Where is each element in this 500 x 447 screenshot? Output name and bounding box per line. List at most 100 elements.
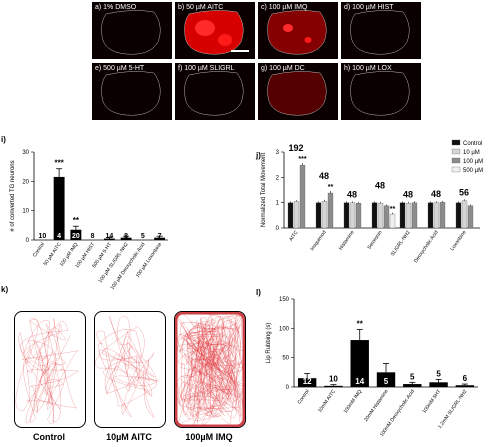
n-label: 20 bbox=[72, 233, 80, 240]
cell-outline bbox=[184, 10, 244, 55]
n-label: 10 bbox=[329, 375, 338, 384]
n-label: 48 bbox=[403, 190, 413, 200]
y-tick-label: 2 bbox=[276, 175, 280, 181]
bar bbox=[403, 384, 422, 387]
legend-label: 100 µM bbox=[463, 159, 483, 165]
cell-outline bbox=[267, 10, 327, 55]
calcium-image-f: f) 100 µM SLIGRL bbox=[175, 63, 255, 120]
bar bbox=[315, 202, 322, 229]
x-tick-label: Deoxycholic Acid bbox=[413, 230, 440, 265]
significance-label: ** bbox=[73, 216, 80, 225]
movement-trace bbox=[175, 312, 245, 427]
y-tick-label: 1 bbox=[276, 201, 280, 207]
y-tick-label: 20 bbox=[22, 179, 29, 185]
image-label: e) 500 µM 5-HT bbox=[95, 65, 145, 72]
chart-i: i) 0 10 20 30 # of converted TG neurons 10 Cont… bbox=[1, 135, 168, 291]
y-tick-label: 100 bbox=[279, 326, 290, 332]
bar bbox=[455, 202, 462, 229]
n-label: 10 bbox=[38, 233, 46, 240]
n-label: 56 bbox=[459, 188, 469, 198]
image-label: h) 100 µM LOX bbox=[344, 65, 392, 72]
bar bbox=[399, 202, 406, 229]
legend-swatch bbox=[451, 157, 461, 164]
panel-letter-j: j) bbox=[255, 151, 261, 160]
n-label: 5 bbox=[410, 372, 415, 381]
y-tick-label: 10 bbox=[22, 209, 29, 215]
image-label: c) 100 µM IMQ bbox=[261, 4, 308, 11]
bar bbox=[103, 238, 115, 240]
trace-path bbox=[95, 315, 159, 418]
significance-label: ** bbox=[328, 184, 334, 191]
bar bbox=[297, 378, 317, 387]
y-axis-label: Lip Rubbing (s) bbox=[266, 323, 272, 364]
bar bbox=[53, 176, 65, 240]
n-label: 5 bbox=[436, 369, 441, 378]
n-label: 8 bbox=[124, 233, 128, 240]
cell-outline bbox=[101, 71, 161, 116]
significance-label: ** bbox=[390, 206, 396, 213]
y-tick-label: 150 bbox=[279, 297, 290, 303]
calcium-image-e: e) 500 µM 5-HT bbox=[92, 63, 172, 120]
cell-outline bbox=[350, 10, 410, 55]
trace-label: Control bbox=[33, 432, 65, 442]
image-label: g) 100 µM DC bbox=[261, 65, 305, 72]
bar bbox=[327, 192, 334, 229]
bar bbox=[377, 203, 384, 229]
y-axis-label: # of converted TG neurons bbox=[10, 160, 16, 231]
x-tick-label: AITC bbox=[288, 229, 300, 242]
bar bbox=[120, 237, 132, 240]
legend-swatch bbox=[451, 148, 461, 155]
bar bbox=[299, 165, 306, 229]
bar bbox=[324, 385, 343, 387]
bar bbox=[429, 382, 448, 387]
fluorescence-fill bbox=[184, 10, 244, 55]
trace-path bbox=[175, 312, 245, 425]
image-label: f) 100 µM SLIGRL bbox=[178, 65, 235, 72]
calcium-image-b: b) 50 µM AITC bbox=[175, 2, 255, 59]
y-tick-label: 3 bbox=[276, 150, 280, 156]
x-tick-label: Control bbox=[32, 242, 46, 259]
fluorescence-fill bbox=[267, 10, 327, 55]
legend-label: Control bbox=[463, 141, 482, 147]
calcium-image-g: g) 100 µM DC bbox=[258, 63, 338, 120]
movement-trace-panel: k) Control 10µM AITC 100µM IMQ bbox=[0, 285, 250, 447]
bar bbox=[154, 237, 166, 240]
neuron-outline bbox=[184, 10, 244, 55]
cell-outline bbox=[184, 71, 244, 116]
n-label: 48 bbox=[347, 190, 357, 200]
n-label: 12 bbox=[303, 377, 312, 386]
calcium-image-a: a) 1% DMSO bbox=[92, 2, 172, 59]
bar bbox=[293, 201, 300, 229]
neuron-outline bbox=[267, 10, 327, 55]
y-tick-label: 30 bbox=[22, 150, 29, 156]
y-tick-label: 0 bbox=[26, 238, 30, 244]
bar bbox=[439, 202, 446, 229]
n-label: 192 bbox=[288, 143, 303, 153]
n-label: 48 bbox=[431, 189, 441, 199]
image-label: a) 1% DMSO bbox=[95, 4, 137, 11]
bar bbox=[461, 200, 468, 229]
trace-label: 10µM AITC bbox=[106, 432, 152, 442]
bar bbox=[376, 372, 396, 387]
bar bbox=[433, 202, 440, 229]
y-tick-label: 50 bbox=[282, 356, 289, 362]
n-label: 5 bbox=[141, 233, 145, 240]
image-label: b) 50 µM AITC bbox=[178, 4, 224, 11]
n-label: 4 bbox=[57, 233, 61, 240]
neuron-outline bbox=[101, 71, 161, 116]
neuron-outline bbox=[267, 71, 327, 116]
n-label: 48 bbox=[319, 171, 329, 181]
n-label: 14 bbox=[105, 233, 113, 240]
x-tick-label: SLIGRL-NH2 bbox=[390, 230, 412, 258]
cell-outline bbox=[267, 71, 327, 116]
movement-trace bbox=[15, 318, 79, 425]
trace-edge bbox=[175, 312, 245, 427]
bar bbox=[467, 205, 474, 229]
n-label: 6 bbox=[463, 374, 468, 383]
n-label: 8 bbox=[91, 233, 95, 240]
bar bbox=[427, 202, 434, 229]
movement-trace-box bbox=[14, 311, 86, 428]
calcium-image-c: c) 100 µM IMQ bbox=[258, 2, 338, 59]
chart-l: l) 0 50 100 150 Lip Rubbing (s) 12 Control 10 10m… bbox=[256, 288, 478, 438]
x-tick-label: 100mM 5HT bbox=[422, 389, 443, 415]
